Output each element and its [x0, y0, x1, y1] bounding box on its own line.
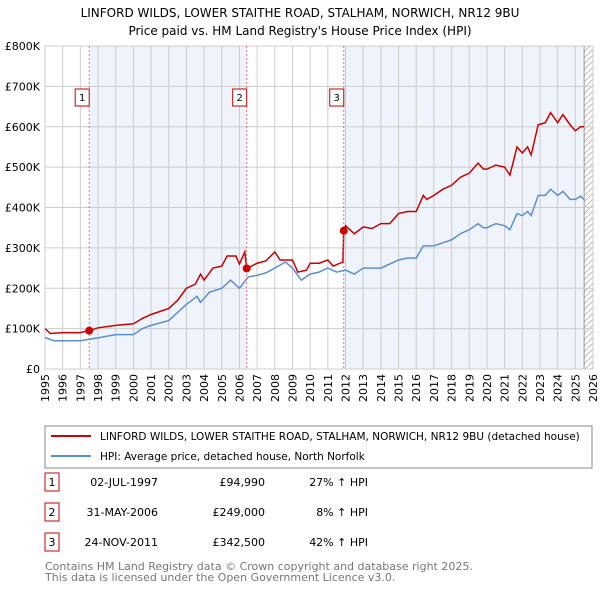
x-tick-label: 2018 [446, 374, 459, 402]
y-tick-label: £500K [5, 161, 41, 174]
y-tick-label: £400K [5, 202, 41, 215]
x-tick-label: 2012 [340, 374, 353, 402]
chart-subtitle: Price paid vs. HM Land Registry's House … [128, 24, 471, 38]
x-tick-label: 2013 [357, 374, 370, 402]
table-badge-label: 2 [49, 506, 56, 519]
y-tick-label: £600K [5, 121, 41, 134]
y-tick-label: £700K [5, 80, 41, 93]
x-tick-label: 2024 [552, 374, 565, 402]
table-badge [44, 502, 60, 522]
x-tick-label: 1995 [39, 374, 52, 402]
x-tick-label: 2014 [375, 374, 388, 402]
sale-point [242, 264, 251, 273]
sale-date: 24-NOV-2011 [84, 536, 158, 549]
sale-badge-label: 1 [79, 93, 85, 104]
sale-price: £342,500 [213, 536, 266, 549]
x-tick-label: 2023 [534, 374, 547, 402]
legend-label-property: LINFORD WILDS, LOWER STAITHE ROAD, STALH… [100, 431, 580, 443]
footer-line-2: This data is licensed under the Open Gov… [44, 571, 395, 584]
x-tick-label: 2022 [516, 374, 529, 402]
chart-title: LINFORD WILDS, LOWER STAITHE ROAD, STALH… [81, 6, 520, 20]
sale-badge [329, 88, 345, 107]
x-tick-label: 2026 [587, 374, 600, 402]
x-tick-label: 2000 [127, 374, 140, 402]
y-tick-label: £0 [26, 363, 40, 376]
x-tick-label: 2019 [463, 374, 476, 402]
x-tick-label: 2008 [269, 374, 282, 402]
sale-badge [232, 88, 248, 107]
x-tick-label: 2021 [499, 374, 512, 402]
footer-line-1: Contains HM Land Registry data © Crown c… [45, 560, 473, 573]
legend [44, 425, 593, 469]
y-tick-label: £300K [5, 242, 41, 255]
table-badge-label: 3 [49, 536, 56, 549]
sale-badge-label: 3 [334, 93, 340, 104]
sale-badge-label: 2 [237, 93, 243, 104]
x-tick-label: 2020 [481, 374, 494, 402]
hpi-line [44, 188, 585, 342]
x-tick-label: 1998 [92, 374, 105, 402]
x-tick-label: 2004 [198, 374, 211, 402]
x-tick-label: 2025 [569, 374, 582, 402]
sale-badge [74, 88, 90, 107]
x-tick-label: 2016 [410, 374, 423, 402]
sale-hpi-change: 8% ↑ HPI [316, 506, 368, 519]
x-tick-label: 2002 [163, 374, 176, 402]
table-badge [44, 532, 60, 552]
x-tick-label: 2009 [286, 374, 299, 402]
x-tick-label: 2005 [216, 374, 229, 402]
y-tick-label: £200K [5, 282, 41, 295]
plot-border [44, 45, 594, 370]
x-tick-label: 2015 [393, 374, 406, 402]
sale-date: 02-JUL-1997 [90, 476, 158, 489]
sale-price: £249,000 [213, 506, 266, 519]
y-tick-label: £100K [5, 323, 41, 336]
sale-date: 31-MAY-2006 [86, 506, 158, 519]
sale-hpi-change: 42% ↑ HPI [309, 536, 368, 549]
x-tick-label: 1997 [74, 374, 87, 402]
sale-point [85, 326, 94, 335]
x-tick-label: 2017 [428, 374, 441, 402]
x-tick-label: 1996 [57, 374, 70, 402]
sale-price: £94,990 [220, 476, 266, 489]
sale-hpi-change: 27% ↑ HPI [309, 476, 368, 489]
x-tick-label: 2011 [322, 374, 335, 402]
x-tick-label: 2007 [251, 374, 264, 402]
table-badge-label: 1 [49, 476, 56, 489]
legend-label-hpi: HPI: Average price, detached house, Nort… [100, 451, 366, 463]
x-tick-label: 2010 [304, 374, 317, 402]
x-tick-label: 2001 [145, 374, 158, 402]
x-tick-label: 2003 [180, 374, 193, 402]
x-tick-label: 1999 [110, 374, 123, 402]
y-tick-label: £800K [5, 40, 41, 53]
x-tick-label: 2006 [233, 374, 246, 402]
table-badge [44, 472, 60, 492]
sale-point [339, 226, 348, 235]
